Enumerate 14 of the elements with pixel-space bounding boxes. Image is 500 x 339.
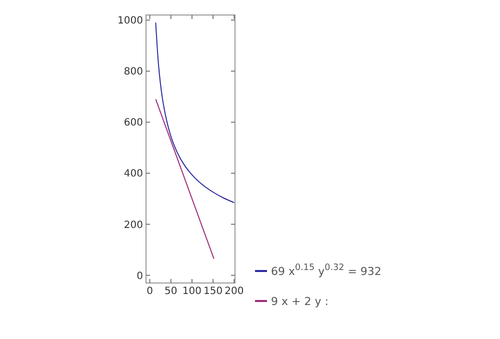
legend-label: 69 x$^{0.15}$ y$^{0.32}$ = 932 <box>271 263 382 278</box>
legend-label: 9 x + 2 y : <box>271 295 328 308</box>
y-tick-label: 600 <box>124 118 143 129</box>
x-tick-label: 0 <box>146 286 153 297</box>
x-tick-label: 50 <box>164 286 178 297</box>
y-tick-label: 800 <box>124 66 143 78</box>
y-tick-label: 1000 <box>118 16 143 27</box>
y-tick-label: 400 <box>124 168 143 180</box>
x-tick-label: 200 <box>224 286 244 297</box>
x-tick-label: 100 <box>182 286 202 297</box>
y-tick-label: 0 <box>136 270 143 282</box>
y-tick-label: 200 <box>124 220 143 231</box>
x-tick-label: 150 <box>204 286 223 297</box>
line-series <box>155 22 235 204</box>
